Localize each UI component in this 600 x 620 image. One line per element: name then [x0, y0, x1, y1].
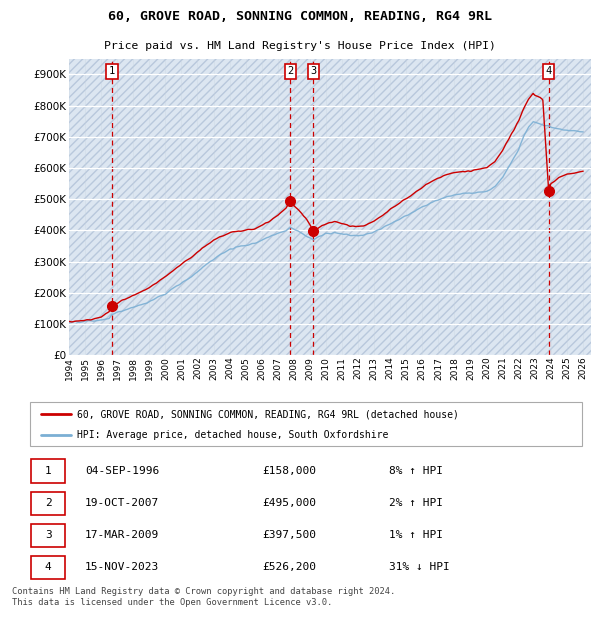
Bar [31, 524, 65, 547]
Text: 3: 3 [45, 530, 52, 540]
Text: 4: 4 [545, 66, 552, 76]
Text: £495,000: £495,000 [262, 498, 316, 508]
Text: 17-MAR-2009: 17-MAR-2009 [85, 530, 160, 540]
Text: 1: 1 [109, 66, 115, 76]
Text: Price paid vs. HM Land Registry's House Price Index (HPI): Price paid vs. HM Land Registry's House … [104, 41, 496, 51]
Text: 60, GROVE ROAD, SONNING COMMON, READING, RG4 9RL: 60, GROVE ROAD, SONNING COMMON, READING,… [108, 10, 492, 23]
Text: 1% ↑ HPI: 1% ↑ HPI [389, 530, 443, 540]
Text: Contains HM Land Registry data © Crown copyright and database right 2024.
This d: Contains HM Land Registry data © Crown c… [12, 587, 395, 608]
Text: 60, GROVE ROAD, SONNING COMMON, READING, RG4 9RL (detached house): 60, GROVE ROAD, SONNING COMMON, READING,… [77, 409, 459, 419]
Text: 19-OCT-2007: 19-OCT-2007 [85, 498, 160, 508]
Text: 15-NOV-2023: 15-NOV-2023 [85, 562, 160, 572]
Text: 8% ↑ HPI: 8% ↑ HPI [389, 466, 443, 476]
Text: 04-SEP-1996: 04-SEP-1996 [85, 466, 160, 476]
Text: 2: 2 [287, 66, 293, 76]
Text: 2: 2 [45, 498, 52, 508]
Bar [31, 459, 65, 482]
Text: £526,200: £526,200 [262, 562, 316, 572]
Bar [31, 556, 65, 579]
Text: 1: 1 [45, 466, 52, 476]
Text: 31% ↓ HPI: 31% ↓ HPI [389, 562, 449, 572]
Bar [31, 492, 65, 515]
Text: HPI: Average price, detached house, South Oxfordshire: HPI: Average price, detached house, Sout… [77, 430, 388, 440]
Text: £158,000: £158,000 [262, 466, 316, 476]
Text: 2% ↑ HPI: 2% ↑ HPI [389, 498, 443, 508]
Text: 4: 4 [45, 562, 52, 572]
Text: 3: 3 [310, 66, 316, 76]
Text: £397,500: £397,500 [262, 530, 316, 540]
